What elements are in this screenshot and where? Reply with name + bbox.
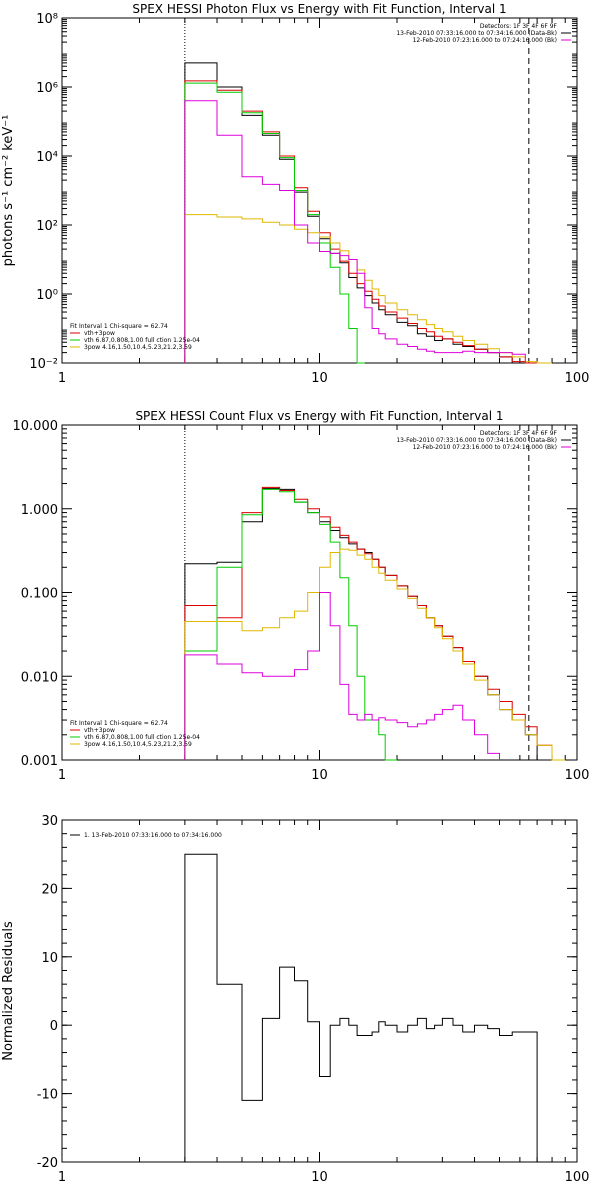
y-tick-label: -20 — [37, 1156, 58, 1171]
legend-text: Detectors: 1F 3F 4F 6F 9F — [480, 23, 558, 30]
y-tick-label: 10.000 — [13, 419, 59, 434]
series-line — [184, 853, 538, 1162]
count-flux-panel: SPEX HESSI Count Flux vs Energy with Fit… — [13, 409, 590, 783]
legend-text: Detectors: 1F 3F 4F 6F 9F — [480, 430, 558, 437]
y-tick-label: 10² — [36, 219, 58, 234]
y-tick-label: 0 — [50, 1019, 58, 1034]
legend-text: vth+3pow — [84, 727, 115, 734]
legend-text: vth 6.87,0.808,1.00 full ction 1.25e-04 — [84, 734, 200, 741]
chart-title: SPEX HESSI Photon Flux vs Energy with Fi… — [132, 2, 506, 16]
legend-text: 1. 13-Feb-2010 07:33:16.000 to 07:34:16.… — [84, 832, 222, 839]
series-line — [184, 82, 365, 364]
legend-text: 13-Feb-2010 07:33:16.000 to 07:34:16.000… — [396, 437, 557, 444]
series-line — [184, 80, 538, 364]
y-axis-label: Normalized Residuals — [1, 921, 16, 1061]
y-tick-label: 0.010 — [21, 670, 58, 685]
y-tick-label: 10⁴ — [36, 150, 58, 165]
y-tick-label: 0.001 — [21, 754, 58, 769]
x-tick-label: 1 — [58, 1170, 66, 1185]
y-tick-label: 10⁶ — [36, 81, 58, 96]
legend-text: 3pow 4.16,1.50,10.4,5.23,21.2,3.59 — [84, 741, 192, 748]
series-line — [184, 592, 500, 760]
chart-title: SPEX HESSI Count Flux vs Energy with Fit… — [135, 409, 503, 423]
x-tick-label: 100 — [565, 768, 590, 783]
x-tick-label: 10 — [311, 768, 328, 783]
y-tick-label: 0.100 — [21, 587, 58, 602]
y-tick-label: 1.000 — [21, 503, 58, 518]
y-tick-label: 10⁸ — [36, 12, 58, 27]
x-tick-label: 1 — [58, 371, 66, 386]
legend-text: Fit Interval 1 Chi-square = 62.74 — [70, 323, 168, 330]
x-tick-label: 100 — [565, 1170, 590, 1185]
legend-text: 12-Feb-2010 07:23:16.000 to 07:24:16.000… — [413, 37, 557, 44]
y-tick-label: 10 — [41, 951, 58, 966]
x-tick-label: 10 — [311, 1170, 328, 1185]
x-tick-label: 1 — [58, 768, 66, 783]
y-tick-label: 10⁰ — [36, 288, 58, 303]
y-tick-label: -10 — [37, 1088, 58, 1103]
y-tick-label: 20 — [41, 882, 58, 897]
series-line — [184, 548, 566, 761]
x-tick-label: 10 — [311, 371, 328, 386]
series-line — [184, 488, 397, 761]
series-line — [184, 100, 526, 363]
x-tick-label: 100 — [565, 371, 590, 386]
legend-text: 12-Feb-2010 07:23:16.000 to 07:24:16.000… — [413, 444, 557, 451]
legend-text: Fit Interval 1 Chi-square = 62.74 — [70, 720, 168, 727]
residuals-panel: 1 10 100 -20 -10 0 10 20 30 Normalized Residuals 1… — [1, 814, 589, 1185]
y-tick-label: 10⁻² — [29, 357, 58, 372]
legend-text: 3pow 4.16,1.50,10.4,5.23,21.2,3.59 — [84, 344, 192, 351]
legend-text: vth 6.87,0.808,1.00 full ction 1.25e-04 — [84, 337, 200, 344]
legend-text: vth+3pow — [84, 330, 115, 337]
y-axis-label: photons s⁻¹ cm⁻² keV⁻¹ — [1, 115, 16, 267]
photon-flux-panel: SPEX HESSI Photon Flux vs Energy with Fi… — [1, 2, 589, 386]
legend-text: 13-Feb-2010 07:33:16.000 to 07:34:16.000… — [396, 30, 557, 37]
y-tick-label: 30 — [41, 814, 58, 829]
